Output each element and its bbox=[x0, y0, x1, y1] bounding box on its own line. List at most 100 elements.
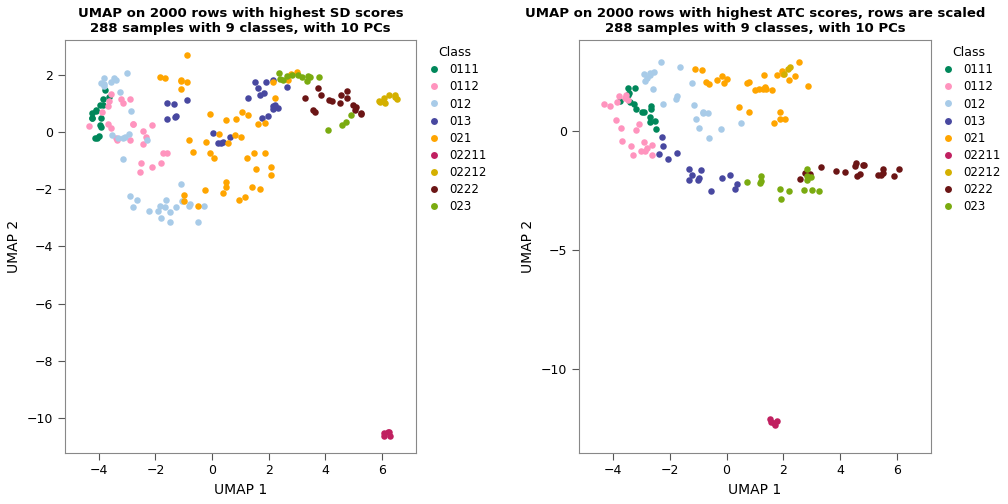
Point bbox=[620, 91, 636, 99]
Point bbox=[753, 172, 769, 180]
Point bbox=[696, 108, 712, 116]
Point bbox=[215, 138, 231, 146]
Point bbox=[380, 428, 396, 436]
Point bbox=[648, 124, 664, 133]
Point bbox=[716, 79, 732, 87]
Point bbox=[642, 113, 658, 121]
Point bbox=[283, 70, 299, 78]
Point bbox=[791, 58, 807, 67]
Point bbox=[176, 198, 193, 206]
Point bbox=[803, 186, 820, 194]
Point bbox=[387, 93, 403, 101]
Point bbox=[104, 131, 120, 139]
Point bbox=[267, 100, 283, 108]
Point bbox=[875, 169, 891, 177]
Point bbox=[139, 136, 155, 144]
Point bbox=[727, 185, 743, 194]
Point bbox=[875, 165, 891, 173]
Point bbox=[246, 149, 262, 157]
Point bbox=[210, 139, 226, 147]
Point bbox=[133, 159, 149, 167]
Point bbox=[782, 64, 798, 72]
Point bbox=[856, 161, 872, 169]
Point bbox=[265, 104, 281, 112]
Point bbox=[265, 76, 281, 84]
Point bbox=[639, 144, 655, 152]
Point bbox=[218, 183, 234, 191]
Legend: 0111, 0112, 012, 013, 021, 02211, 02212, 0222, 023: 0111, 0112, 012, 013, 021, 02211, 02212,… bbox=[422, 46, 487, 213]
Point bbox=[179, 96, 196, 104]
Point bbox=[669, 149, 685, 157]
Point bbox=[634, 108, 650, 116]
Point bbox=[180, 137, 197, 145]
Point bbox=[660, 155, 676, 163]
Point bbox=[714, 174, 730, 182]
Point bbox=[764, 86, 780, 94]
Point bbox=[152, 73, 168, 81]
Point bbox=[215, 188, 231, 197]
Point bbox=[389, 95, 405, 103]
Point bbox=[630, 120, 646, 128]
Point bbox=[121, 131, 137, 139]
Point bbox=[684, 80, 701, 88]
Point bbox=[813, 163, 830, 171]
Point bbox=[611, 92, 627, 100]
Point bbox=[211, 130, 227, 138]
Point bbox=[700, 108, 716, 116]
Point bbox=[237, 193, 253, 201]
Point bbox=[627, 84, 643, 92]
Point bbox=[109, 137, 125, 145]
Point bbox=[103, 90, 119, 98]
Point bbox=[767, 420, 783, 428]
Point bbox=[218, 178, 234, 186]
Point bbox=[272, 75, 288, 83]
Point bbox=[94, 108, 110, 116]
Point bbox=[125, 203, 141, 211]
Y-axis label: UMAP 2: UMAP 2 bbox=[7, 220, 21, 273]
Point bbox=[228, 115, 244, 123]
Point bbox=[299, 78, 316, 86]
Point bbox=[89, 107, 105, 115]
Point bbox=[891, 165, 907, 173]
Point bbox=[644, 85, 660, 93]
Point bbox=[799, 175, 815, 183]
Point bbox=[93, 79, 109, 87]
Point bbox=[84, 109, 100, 117]
Point bbox=[96, 82, 112, 90]
Point bbox=[260, 112, 276, 120]
Point bbox=[609, 98, 625, 106]
Point bbox=[739, 178, 755, 186]
Point bbox=[124, 119, 140, 128]
Point bbox=[636, 70, 652, 78]
Point bbox=[628, 126, 644, 134]
Point bbox=[231, 196, 247, 204]
Point bbox=[642, 71, 658, 79]
Point bbox=[886, 172, 902, 180]
Point bbox=[119, 69, 135, 77]
Point bbox=[612, 96, 628, 104]
Point bbox=[110, 134, 126, 142]
Point bbox=[144, 120, 160, 129]
Point bbox=[751, 85, 767, 93]
Y-axis label: UMAP 2: UMAP 2 bbox=[521, 220, 535, 273]
Point bbox=[274, 76, 290, 84]
Point bbox=[702, 134, 718, 142]
Point bbox=[181, 200, 198, 208]
Point bbox=[103, 78, 119, 86]
Point bbox=[752, 179, 768, 187]
Point bbox=[93, 113, 109, 121]
Point bbox=[153, 159, 169, 167]
Point bbox=[757, 85, 773, 93]
Point bbox=[873, 170, 889, 178]
Point bbox=[334, 121, 350, 130]
Point bbox=[221, 139, 237, 147]
Point bbox=[339, 94, 355, 102]
Point bbox=[791, 174, 807, 182]
Point bbox=[742, 78, 758, 86]
Point bbox=[297, 94, 313, 102]
Point bbox=[757, 83, 773, 91]
Point bbox=[324, 97, 340, 105]
Point bbox=[88, 106, 104, 114]
Point bbox=[377, 99, 393, 107]
Point bbox=[176, 191, 193, 199]
